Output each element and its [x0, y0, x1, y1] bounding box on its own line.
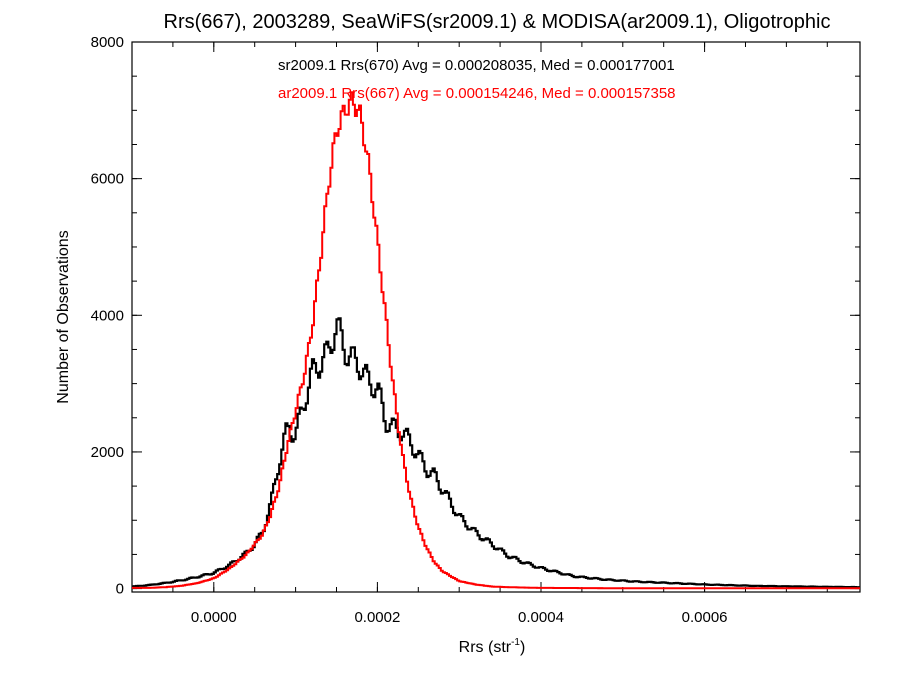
x-axis: 0.0000 0.0002 0.0004 0.0006	[131, 42, 828, 626]
plot-frame	[131, 41, 861, 593]
x-axis-label-superscript: -1	[511, 637, 520, 648]
x-tick-label: 0.0000	[191, 609, 237, 626]
y-tick-label: 6000	[91, 171, 124, 188]
y-tick-label: 8000	[91, 34, 124, 51]
x-tick-label: 0.0006	[682, 609, 728, 626]
y-tick-label: 2000	[91, 444, 124, 461]
chart-title: Rrs(667), 2003289, SeaWiFS(sr2009.1) & M…	[164, 11, 831, 33]
y-tick-label: 4000	[91, 307, 124, 324]
x-tick-label: 0.0002	[354, 609, 400, 626]
series-sr2009-line	[132, 317, 860, 589]
series-layer	[132, 91, 860, 590]
x-axis-label-main: Rrs (str	[459, 639, 512, 656]
x-axis-label-close: )	[520, 639, 525, 656]
y-axis: 0 2000 4000 6000 8000	[91, 34, 860, 598]
legend-entry-ar2009: ar2009.1 Rrs(667) Avg = 0.000154246, Med…	[278, 85, 676, 102]
y-axis-label: Number of Observations	[55, 230, 72, 403]
y-tick-label: 0	[116, 581, 124, 598]
legend-entry-sr2009: sr2009.1 Rrs(670) Avg = 0.000208035, Med…	[278, 57, 675, 74]
x-tick-label: 0.0004	[518, 609, 564, 626]
series-ar2009-line	[132, 91, 860, 590]
x-axis-label: Rrs (str-1)	[459, 637, 526, 656]
